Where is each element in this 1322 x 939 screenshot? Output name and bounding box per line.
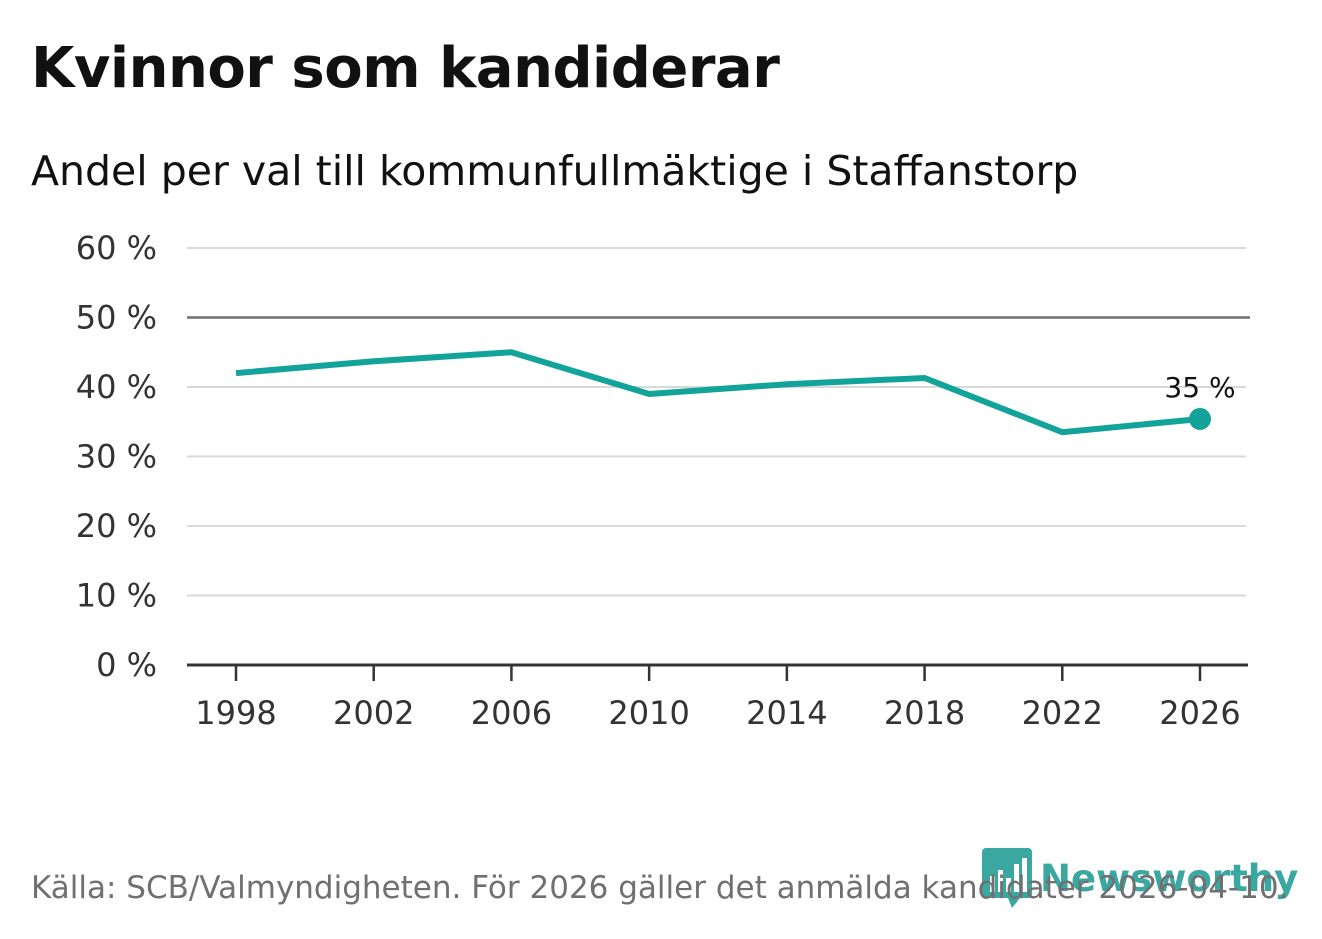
y-tick-label-10: 10 % (76, 577, 157, 615)
x-tick-label-2006: 2006 (471, 694, 552, 732)
x-tick-label-2010: 2010 (608, 694, 689, 732)
x-tick-label-2014: 2014 (746, 694, 827, 732)
data-point-2006 (508, 349, 514, 355)
data-point-2002 (371, 358, 377, 364)
x-tick-label-2002: 2002 (333, 694, 414, 732)
logo-text: Newsworthy (1040, 856, 1299, 900)
chart-subtitle: Andel per val till kommunfullmäktige i S… (31, 147, 1079, 195)
data-point-2018 (922, 375, 928, 381)
gridlines (187, 247, 1250, 597)
data-point-2014 (784, 381, 790, 387)
series-layer: 35 % (233, 349, 1236, 436)
x-tick-label-2018: 2018 (884, 694, 965, 732)
x-tick-label-1998: 1998 (195, 694, 276, 732)
data-point-1998 (233, 370, 239, 376)
y-tick-label-60: 60 % (76, 229, 157, 267)
bar-chart-speech-bubble-icon (982, 848, 1032, 908)
source-note: Källa: SCB/Valmyndigheten. För 2026 gäll… (31, 870, 1289, 906)
x-axis: 1998 2002 2006 2010 2014 2018 2022 2026 (187, 663, 1248, 732)
y-tick-label-50: 50 % (76, 299, 157, 337)
data-point-2022 (1059, 429, 1065, 435)
y-tick-label-0: 0 % (96, 646, 157, 684)
series-line-0 (235, 349, 1201, 436)
y-tick-label-20: 20 % (76, 507, 157, 545)
data-point-2010 (646, 391, 652, 397)
last-point-label: 35 % (1164, 371, 1235, 404)
y-tick-label-30: 30 % (76, 438, 157, 476)
last-point-marker (1189, 407, 1211, 430)
x-tick-label-2026: 2026 (1159, 694, 1240, 732)
y-axis-tick-labels: 0 % 10 % 20 % 30 % 40 % 50 % 60 % (76, 229, 157, 684)
x-tick-label-2022: 2022 (1022, 694, 1103, 732)
y-tick-label-40: 40 % (76, 368, 157, 406)
newsworthy-logo: Newsworthy (982, 848, 1298, 908)
chart-title: Kvinnor som kandiderar (31, 36, 780, 101)
